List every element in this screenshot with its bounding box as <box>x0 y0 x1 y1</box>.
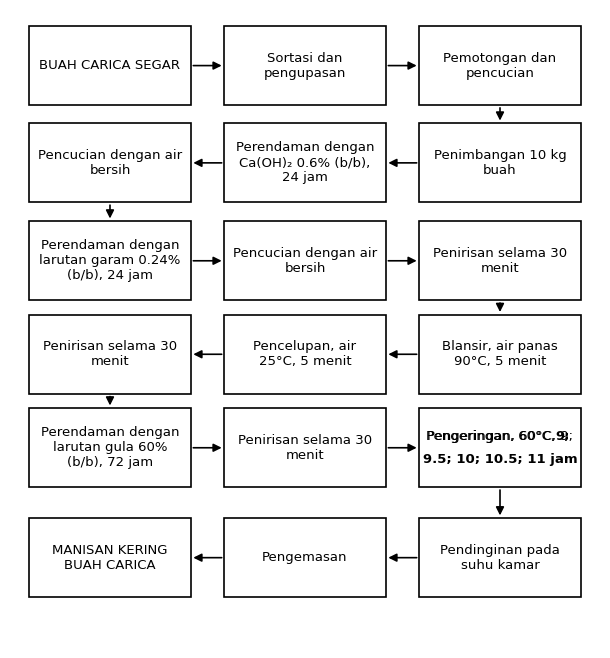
Bar <box>224 26 386 105</box>
Bar <box>224 519 386 597</box>
Bar <box>29 519 190 597</box>
Text: Pengeringan, 60°C,: Pengeringan, 60°C, <box>426 430 559 443</box>
Text: Pemotongan dan
pencucian: Pemotongan dan pencucian <box>443 51 556 80</box>
Text: BUAH CARICA SEGAR: BUAH CARICA SEGAR <box>40 59 181 72</box>
Text: Penirisan selama 30
menit: Penirisan selama 30 menit <box>433 247 567 275</box>
Bar <box>29 26 190 105</box>
Bar <box>29 408 190 487</box>
Bar <box>420 408 581 487</box>
Bar <box>224 124 386 203</box>
Bar <box>420 519 581 597</box>
Text: Pengeringan, 60°C, 9;: Pengeringan, 60°C, 9; <box>427 430 573 443</box>
Text: 9;: 9; <box>555 430 570 443</box>
Bar <box>420 315 581 393</box>
Bar <box>224 221 386 300</box>
Bar <box>29 221 190 300</box>
Bar <box>420 124 581 203</box>
Text: Pendinginan pada
suhu kamar: Pendinginan pada suhu kamar <box>440 544 560 572</box>
Text: Blansir, air panas
90°C, 5 menit: Blansir, air panas 90°C, 5 menit <box>442 340 558 368</box>
Text: Pencucian dengan air
bersih: Pencucian dengan air bersih <box>38 149 182 177</box>
Text: Pengemasan: Pengemasan <box>262 551 348 564</box>
Text: Perendaman dengan
Ca(OH)₂ 0.6% (b/b),
24 jam: Perendaman dengan Ca(OH)₂ 0.6% (b/b), 24… <box>235 141 375 184</box>
Text: Pencucian dengan air
bersih: Pencucian dengan air bersih <box>233 247 377 275</box>
Text: Sortasi dan
pengupasan: Sortasi dan pengupasan <box>264 51 346 80</box>
Bar <box>420 26 581 105</box>
Text: MANISAN KERING
BUAH CARICA: MANISAN KERING BUAH CARICA <box>52 544 168 572</box>
Bar <box>224 315 386 393</box>
Text: Pencelupan, air
25°C, 5 menit: Pencelupan, air 25°C, 5 menit <box>254 340 356 368</box>
Text: Penimbangan 10 kg
buah: Penimbangan 10 kg buah <box>434 149 566 177</box>
Text: Perendaman dengan
larutan garam 0.24%
(b/b), 24 jam: Perendaman dengan larutan garam 0.24% (b… <box>39 240 181 282</box>
Text: Penirisan selama 30
menit: Penirisan selama 30 menit <box>43 340 177 368</box>
Text: Perendaman dengan
larutan gula 60%
(b/b), 72 jam: Perendaman dengan larutan gula 60% (b/b)… <box>41 426 179 469</box>
Bar <box>224 408 386 487</box>
Text: Penirisan selama 30
menit: Penirisan selama 30 menit <box>238 434 372 462</box>
Bar <box>29 124 190 203</box>
Text: 9.5; 10; 10.5; 11 jam: 9.5; 10; 10.5; 11 jam <box>423 453 577 466</box>
Bar <box>420 221 581 300</box>
Bar <box>29 315 190 393</box>
